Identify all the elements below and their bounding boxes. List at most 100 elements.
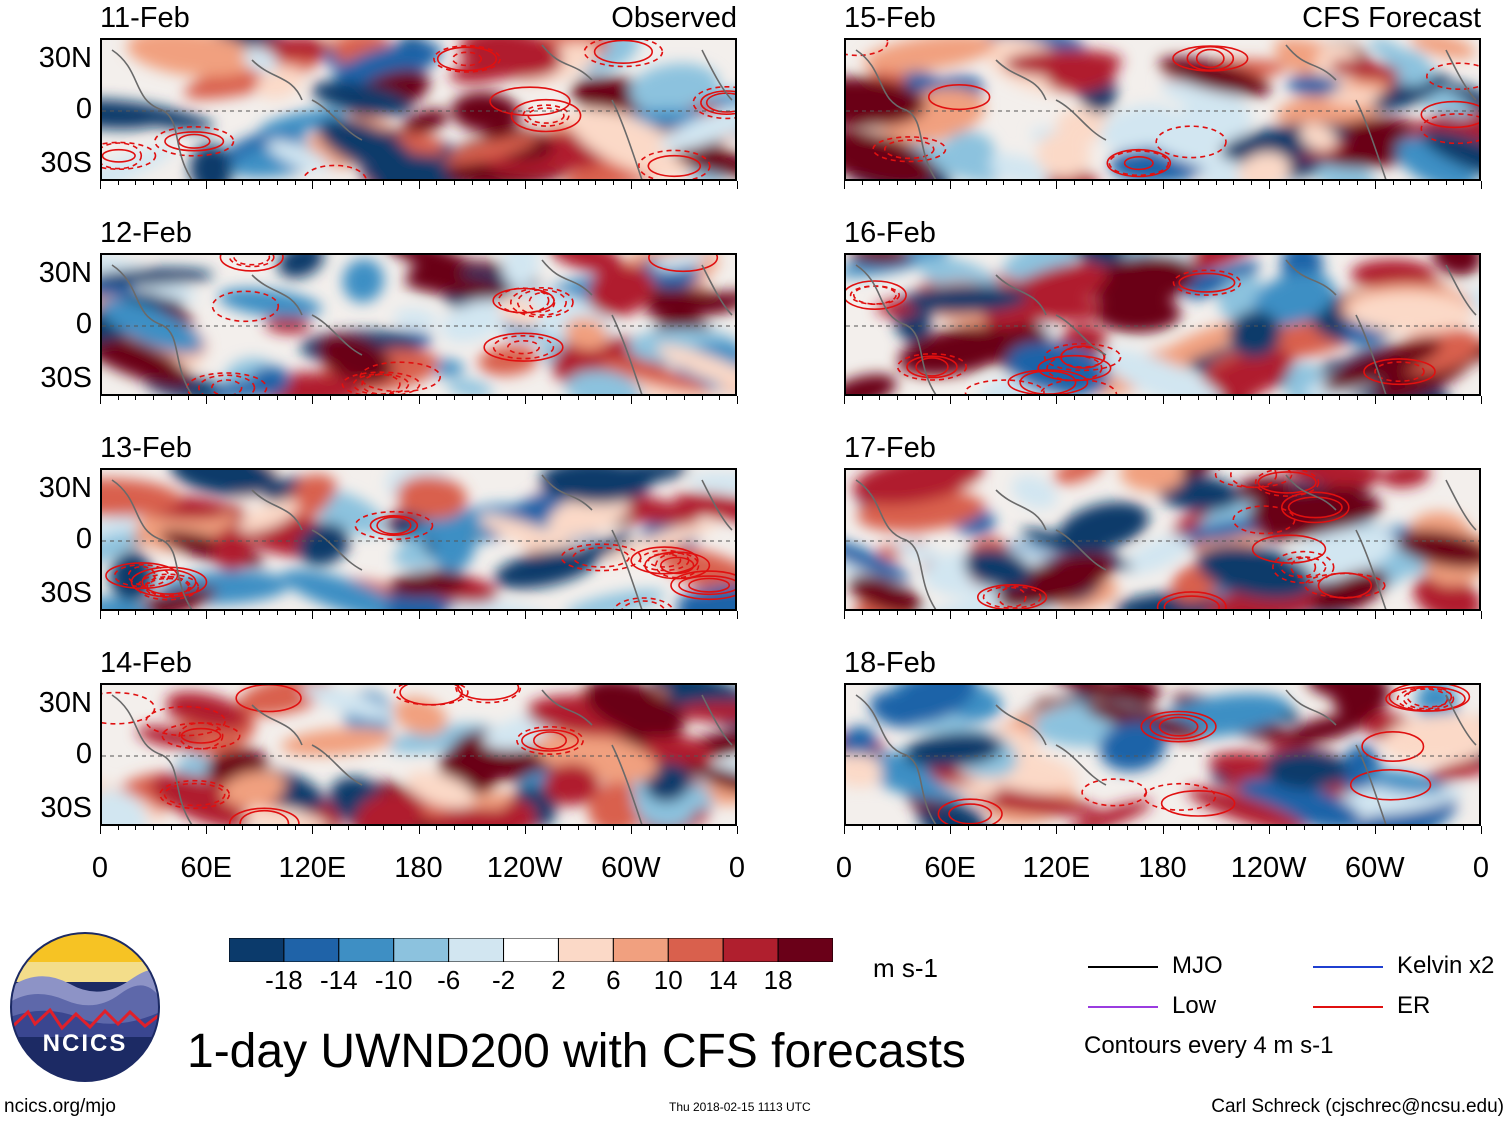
er-contour [937,798,1003,824]
lon-minor-tick [1109,396,1111,400]
website-link[interactable]: ncics.org/mjo [4,1096,116,1117]
lon-minor-tick [1233,181,1235,185]
units-label: m s-1 [873,953,938,983]
easterly-anomaly-blob [281,569,408,609]
easterly-anomaly-blob [565,589,666,609]
lon-minor-tick [595,826,597,830]
lon-minor-tick [897,396,899,400]
er-contour [630,546,699,575]
westerly-anomaly-blob [238,499,300,533]
lon-minor-tick [1392,826,1394,830]
lon-tick-label: 120W [1230,852,1307,884]
lon-minor-tick [560,611,562,615]
easterly-anomaly-blob [388,723,496,753]
er-contour [700,90,735,115]
er-contour [164,131,225,152]
colorbar-tick-label: 6 [606,965,621,995]
panel-date-label: 12-Feb [100,217,192,249]
lon-minor-tick [312,181,314,189]
lon-minor-tick [453,396,455,400]
er-contour [883,139,935,160]
westerly-anomaly-blob [1329,59,1400,81]
lon-minor-tick [294,826,296,830]
er-contour [964,379,1045,394]
colorbar-tick-label: -2 [491,965,516,995]
er-contour [352,373,410,394]
er-contour [228,255,275,268]
lat-tick-label: 30N [38,257,92,289]
lon-minor-tick [613,826,615,830]
westerly-anomaly-blob [969,791,1099,816]
coastline [111,44,733,179]
er-contour [1195,48,1225,69]
easterly-anomaly-blob [1058,501,1149,552]
lon-minor-tick [1374,181,1376,189]
westerly-anomaly-blob [150,773,256,824]
easterly-anomaly-blob [565,370,642,394]
lon-minor-tick [330,396,332,400]
lon-minor-tick [1038,181,1040,185]
lon-minor-tick [135,611,137,615]
lon-minor-tick [897,826,899,830]
lon-minor-tick [932,396,934,400]
westerly-anomaly-blob [317,333,393,384]
er-contour [915,357,949,377]
er-contour [1304,572,1386,599]
er-contour [102,148,136,163]
er-contour [1232,505,1296,535]
er-contour [198,374,256,394]
lon-tick-label: 60W [1345,852,1405,884]
easterly-anomaly-blob [1228,310,1281,358]
er-contour [1280,491,1350,524]
lon-minor-tick [383,181,385,185]
easterly-anomaly-blob [964,548,1032,590]
lon-minor-tick [1445,611,1447,615]
lon-minor-tick [737,181,738,189]
westerly-anomaly-blob [548,255,623,273]
heatmap-panel-13-Feb [100,468,737,611]
lon-minor-tick [347,826,349,830]
easterly-anomaly-blob [565,470,689,489]
lon-minor-tick [1268,396,1270,404]
lon-minor-tick [1074,396,1076,400]
lon-minor-tick [1215,181,1217,185]
er-contour [1374,361,1425,383]
westerly-anomaly-blob [1047,685,1153,712]
er-contour [1037,354,1112,382]
lon-minor-tick [436,181,438,185]
lat-tick-label: 0 [75,308,92,340]
westerly-anomaly-blob [637,286,735,315]
lon-minor-tick [1286,611,1288,615]
lon-minor-tick [1233,611,1235,615]
lon-minor-tick [1215,826,1217,830]
lon-minor-tick [560,826,562,830]
lon-minor-tick [1392,611,1394,615]
westerly-anomaly-blob [1237,151,1291,179]
westerly-anomaly-blob [1120,470,1184,492]
westerly-anomaly-blob [1284,713,1367,745]
heatmap-field [102,40,735,179]
er-contour [1155,125,1227,159]
er-contour [1143,782,1217,811]
er-contour [146,577,190,597]
er-contour [1385,685,1466,712]
er-contour [1178,272,1236,293]
lon-minor-tick [1321,181,1323,185]
westerly-anomaly-blob [848,255,913,265]
lon-minor-tick [1357,396,1359,400]
lon-minor-tick [666,826,668,830]
easterly-anomaly-blob [102,145,176,179]
lon-minor-tick [861,611,863,615]
westerly-anomaly-blob [587,264,654,317]
lon-minor-tick [967,611,969,615]
lon-minor-tick [436,826,438,830]
er-contour [1059,346,1106,368]
coastline [111,474,733,609]
lon-minor-tick [153,826,155,830]
easterly-anomaly-blob [869,691,924,728]
er-contour [102,691,156,725]
colorbar-swatch [503,937,559,963]
easterly-anomaly-blob [102,789,148,824]
easterly-anomaly-blob [1180,518,1274,542]
lon-minor-tick [206,396,208,404]
